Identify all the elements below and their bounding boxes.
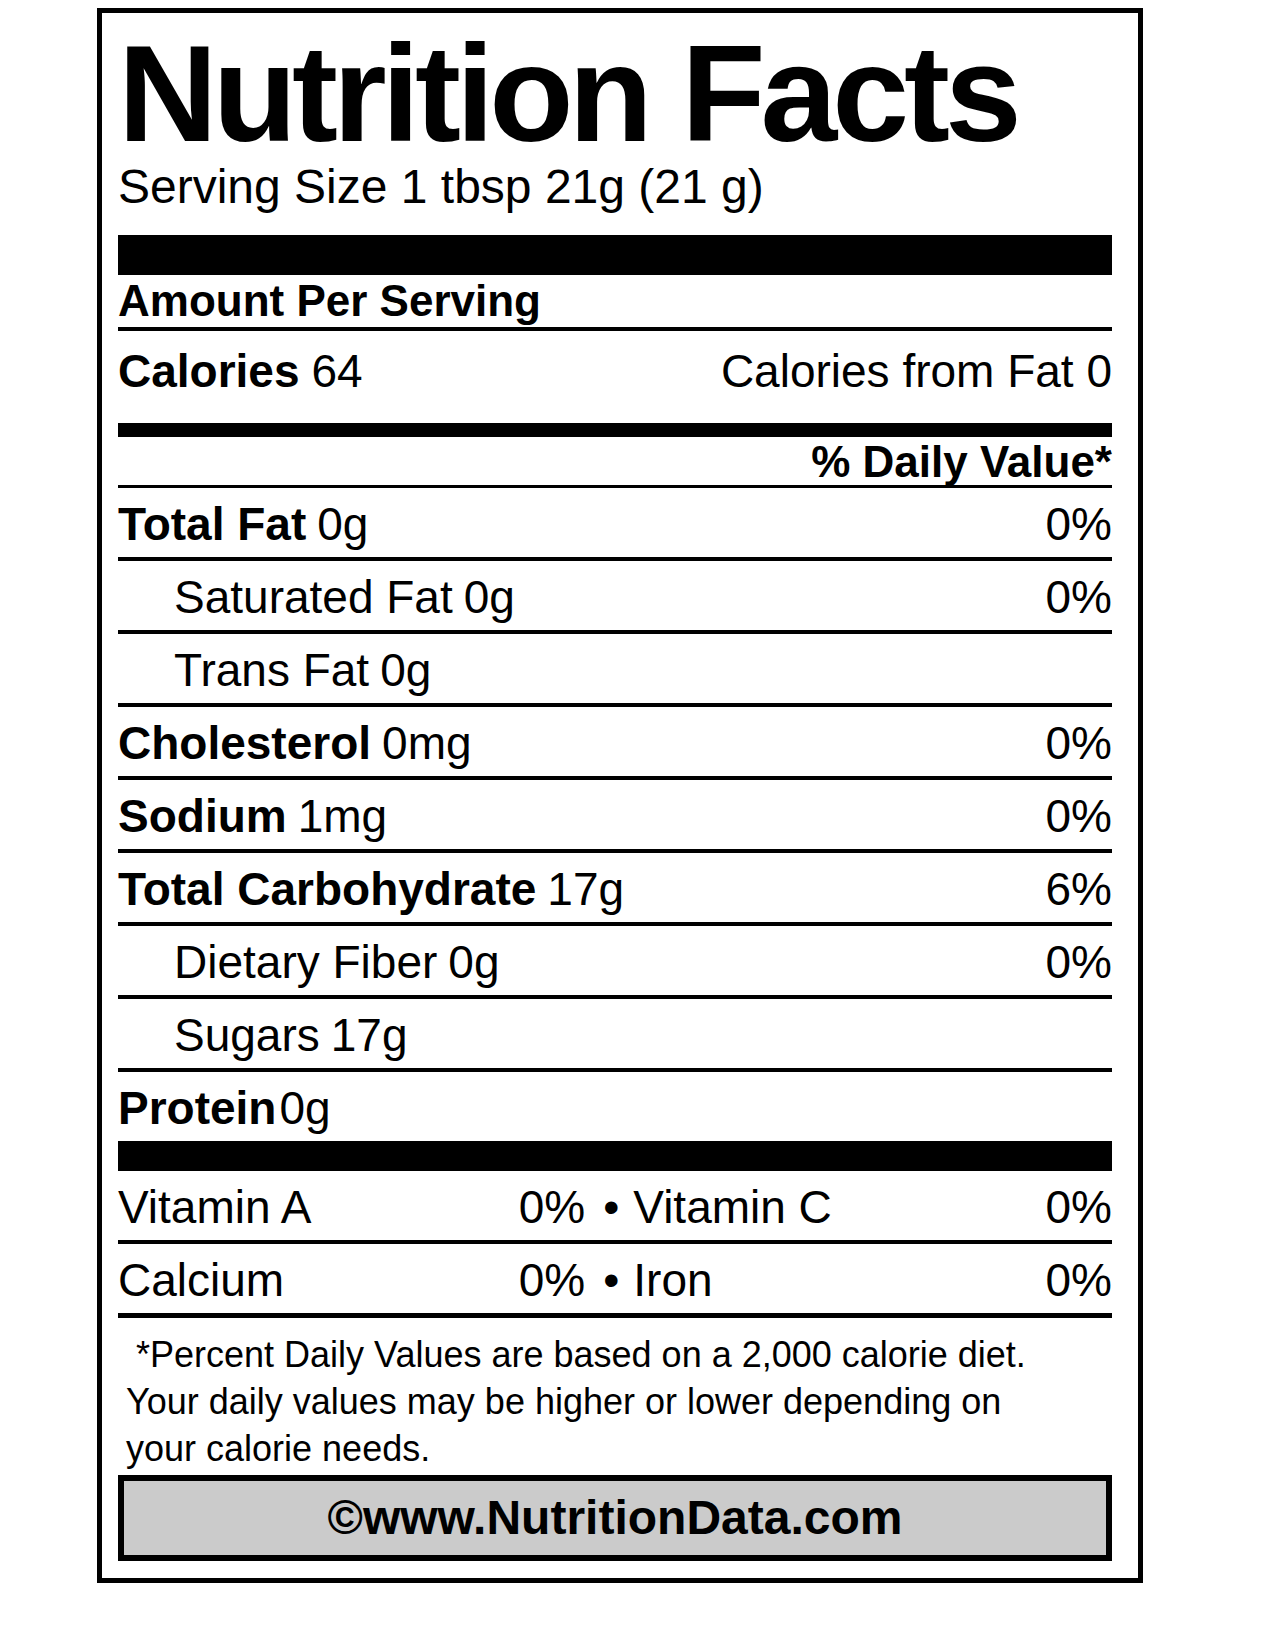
vitamin-right-value: 0% — [1046, 1182, 1112, 1232]
vitamin-left-value: 0% — [519, 1255, 585, 1305]
nutrient-daily-value: 0% — [1046, 499, 1112, 549]
nutrients-section: Total Fat 0g 0% Saturated Fat 0g 0% Tran… — [118, 488, 1112, 1141]
nutrient-row: Total Fat 0g 0% — [118, 488, 1112, 561]
source-bar: ©www.NutritionData.com — [118, 1475, 1112, 1561]
nutrient-name: Trans Fat — [118, 645, 369, 695]
nutrient-row: Saturated Fat 0g 0% — [118, 561, 1112, 634]
nutrient-amount: 0mg — [382, 718, 471, 768]
nutrient-name: Protein — [118, 1083, 276, 1133]
nutrient-daily-value: 0% — [1046, 791, 1112, 841]
page: Nutrition Facts Serving Size 1 tbsp 21g … — [0, 0, 1275, 1650]
nutrition-facts-label: Nutrition Facts Serving Size 1 tbsp 21g … — [97, 8, 1143, 1583]
footnote: *Percent Daily Values are based on a 2,0… — [118, 1318, 1041, 1472]
nutrient-amount: 17g — [331, 1010, 408, 1060]
label-title: Nutrition Facts — [118, 33, 1112, 154]
vitamin-left-value: 0% — [519, 1182, 585, 1232]
nutrient-name: Dietary Fiber — [118, 937, 437, 987]
vitamin-right-pair: Vitamin C 0% — [633, 1182, 1112, 1232]
vitamins-section: Vitamin A 0% • Vitamin C 0% Calcium 0% •… — [118, 1171, 1112, 1318]
nutrient-row: Protein 0g — [118, 1072, 1112, 1141]
nutrient-row: Total Carbohydrate 17g 6% — [118, 853, 1112, 926]
vitamin-left-name: Vitamin A — [118, 1182, 311, 1232]
vitamin-left-pair: Calcium 0% — [118, 1255, 585, 1305]
nutrient-amount: 0g — [380, 645, 431, 695]
vitamin-right-pair: Iron 0% — [633, 1255, 1112, 1305]
calories-value: 64 — [312, 345, 363, 397]
vitamin-right-name: Vitamin C — [633, 1182, 832, 1232]
nutrient-amount: 0g — [464, 572, 515, 622]
nutrient-daily-value: 0% — [1046, 718, 1112, 768]
nutrient-amount: 0g — [279, 1083, 330, 1133]
nutrient-daily-value: 6% — [1046, 864, 1112, 914]
vitamin-left-name: Calcium — [118, 1255, 284, 1305]
nutrient-name: Total Carbohydrate — [118, 864, 536, 914]
section-divider-bar-calories — [118, 423, 1112, 437]
calories-from-fat-label: Calories from Fat — [721, 345, 1074, 397]
nutrient-row: Sugars 17g — [118, 999, 1112, 1072]
nutrient-name: Sugars — [118, 1010, 320, 1060]
calories-label: Calories — [118, 345, 300, 397]
vitamin-row: Vitamin A 0% • Vitamin C 0% — [118, 1171, 1112, 1244]
section-divider-bar-vitamins — [118, 1141, 1112, 1171]
vitamin-right-value: 0% — [1046, 1255, 1112, 1305]
nutrient-amount: 17g — [547, 864, 624, 914]
nutrient-name: Total Fat — [118, 499, 306, 549]
section-divider-bar-top — [118, 235, 1112, 275]
vitamin-row: Calcium 0% • Iron 0% — [118, 1244, 1112, 1318]
nutrient-row: Dietary Fiber 0g 0% — [118, 926, 1112, 999]
vitamin-left-pair: Vitamin A 0% — [118, 1182, 585, 1232]
nutrient-row: Cholesterol 0mg 0% — [118, 707, 1112, 780]
nutrient-daily-value: 0% — [1046, 937, 1112, 987]
nutrient-daily-value: 0% — [1046, 572, 1112, 622]
amount-per-serving-header: Amount Per Serving — [118, 275, 1112, 331]
nutrient-amount: 0g — [448, 937, 499, 987]
nutrient-name: Cholesterol — [118, 718, 371, 768]
nutrient-name: Sodium — [118, 791, 287, 841]
calories-row: Calories64 Calories from Fat 0 — [118, 331, 1112, 423]
calories-from-fat-value: 0 — [1086, 345, 1112, 397]
bullet-separator: • — [603, 1182, 619, 1232]
nutrient-amount: 1mg — [298, 791, 387, 841]
bullet-separator: • — [603, 1255, 619, 1305]
nutrient-row: Trans Fat 0g — [118, 634, 1112, 707]
calories-from-fat: Calories from Fat 0 — [721, 345, 1112, 397]
nutrient-name: Saturated Fat — [118, 572, 453, 622]
calories-left: Calories64 — [118, 345, 363, 397]
daily-value-header: % Daily Value* — [118, 437, 1112, 488]
nutrient-row: Sodium 1mg 0% — [118, 780, 1112, 853]
vitamin-right-name: Iron — [633, 1255, 712, 1305]
nutrient-amount: 0g — [317, 499, 368, 549]
